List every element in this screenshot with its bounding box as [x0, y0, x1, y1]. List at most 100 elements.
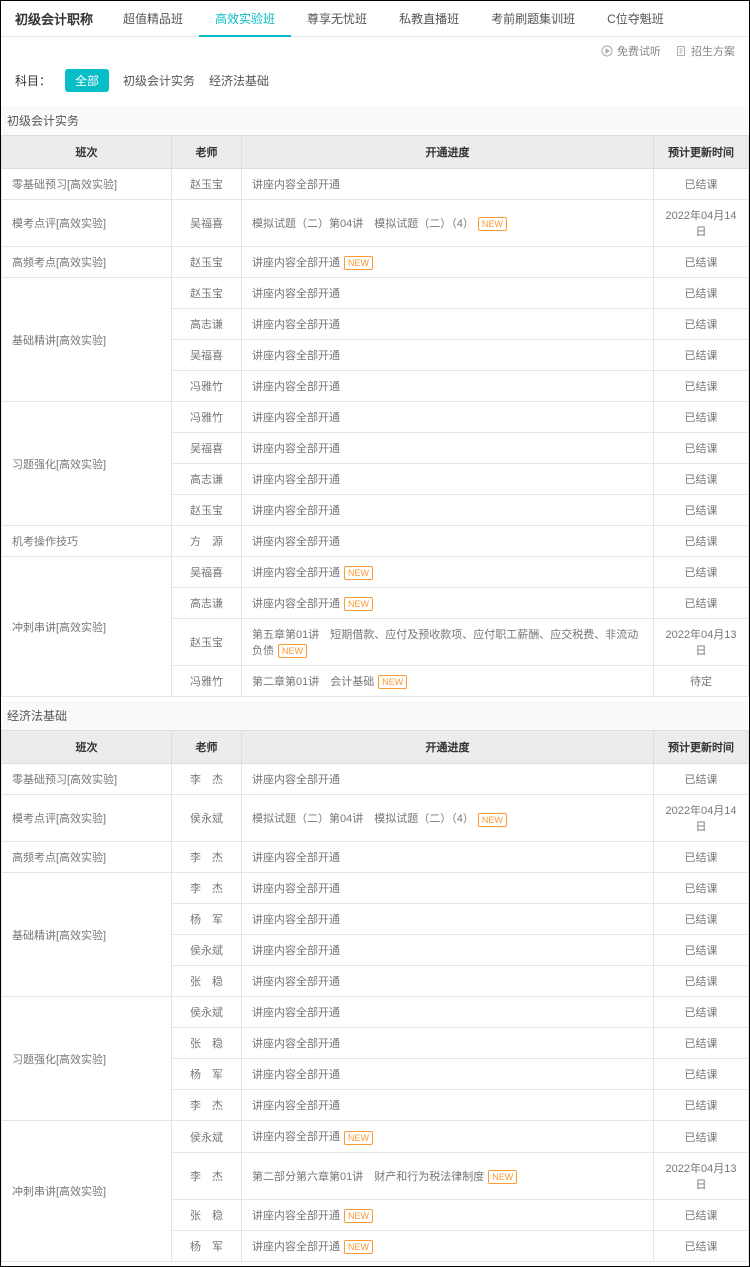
cell-time: 已结课 [654, 557, 749, 588]
cell-time: 已结课 [654, 169, 749, 200]
toolbar: 免费试听 招生方案 [1, 37, 749, 59]
cell-progress: 讲座内容全部开通 [242, 1028, 654, 1059]
cell-teacher: 李 杰 [172, 1152, 242, 1199]
cell-time: 已结课 [654, 842, 749, 873]
new-badge: NEW [378, 675, 407, 689]
cell-teacher: 吴福喜 [172, 433, 242, 464]
cell-class: 习题强化[高效实验] [2, 997, 172, 1121]
cell-progress: 讲座内容全部开通 [242, 278, 654, 309]
cell-progress: 讲座内容全部开通NEW [242, 1199, 654, 1230]
new-badge: NEW [344, 1240, 373, 1254]
cell-teacher: 张 稳 [172, 1199, 242, 1230]
cell-progress: 讲座内容全部开通 [242, 464, 654, 495]
col-header-time: 预计更新时间 [654, 136, 749, 169]
tab-1[interactable]: 高效实验班 [199, 1, 291, 37]
cell-teacher: 张 稳 [172, 1028, 242, 1059]
cell-progress: 讲座内容全部开通 [242, 309, 654, 340]
free-trial-link[interactable]: 免费试听 [601, 43, 661, 59]
cell-teacher: 赵玉宝 [172, 247, 242, 278]
free-trial-label: 免费试听 [617, 43, 661, 59]
cell-teacher: 杨 军 [172, 1230, 242, 1261]
cell-teacher: 吴福喜 [172, 557, 242, 588]
cell-teacher: 冯雅竹 [172, 371, 242, 402]
cell-time: 已结课 [654, 247, 749, 278]
cell-class: 冲刺串讲[高效实验] [2, 1121, 172, 1261]
col-header-progress: 开通进度 [242, 731, 654, 764]
top-tabs: 初级会计职称 超值精品班高效实验班尊享无忧班私教直播班考前刷题集训班C位夺魁班 [1, 1, 749, 37]
cell-time: 已结课 [654, 402, 749, 433]
table-row: 习题强化[高效实验]冯雅竹讲座内容全部开通已结课 [2, 402, 749, 433]
cell-progress: 讲座内容全部开通NEW [242, 588, 654, 619]
cell-teacher: 李 杰 [172, 764, 242, 795]
cell-progress: 讲座内容全部开通 [242, 842, 654, 873]
page-title: 初级会计职称 [1, 9, 107, 28]
tab-4[interactable]: 考前刷题集训班 [475, 1, 591, 37]
cell-progress: 讲座内容全部开通 [242, 1059, 654, 1090]
cell-teacher: 赵玉宝 [172, 495, 242, 526]
cell-time: 已结课 [654, 873, 749, 904]
cell-progress: 第二部分第六章第01讲 财产和行为税法律制度NEW [242, 1152, 654, 1199]
cell-class: 机考操作技巧 [2, 526, 172, 557]
col-header-class: 班次 [2, 136, 172, 169]
section-0: 初级会计实务班次老师开通进度预计更新时间零基础预习[高效实验]赵玉宝讲座内容全部… [1, 106, 749, 697]
tab-2[interactable]: 尊享无忧班 [291, 1, 383, 37]
new-badge: NEW [344, 597, 373, 611]
cell-progress: 讲座内容全部开通 [242, 433, 654, 464]
table-row: 冲刺串讲[高效实验]吴福喜讲座内容全部开通NEW已结课 [2, 557, 749, 588]
table-row: 模考点评[高效实验]吴福喜模拟试题（二）第04讲 模拟试题（二）（4）NEW20… [2, 200, 749, 247]
cell-progress: 讲座内容全部开通 [242, 966, 654, 997]
tab-3[interactable]: 私教直播班 [383, 1, 475, 37]
cell-time: 已结课 [654, 1059, 749, 1090]
cell-progress: 讲座内容全部开通NEW [242, 1230, 654, 1261]
cell-time: 已结课 [654, 278, 749, 309]
table-row: 基础精讲[高效实验]李 杰讲座内容全部开通已结课 [2, 873, 749, 904]
cell-teacher: 高志谦 [172, 309, 242, 340]
filter-item-0[interactable]: 初级会计实务 [123, 72, 195, 89]
cell-time: 已结课 [654, 1028, 749, 1059]
col-header-class: 班次 [2, 731, 172, 764]
cell-class: 零基础预习[高效实验] [2, 764, 172, 795]
cell-progress: 讲座内容全部开通 [242, 935, 654, 966]
cell-teacher: 侯永斌 [172, 997, 242, 1028]
cell-teacher: 冯雅竹 [172, 402, 242, 433]
cell-teacher: 冯雅竹 [172, 666, 242, 697]
filter-item-1[interactable]: 经济法基础 [209, 72, 269, 89]
cell-progress: 讲座内容全部开通 [242, 764, 654, 795]
cell-time: 已结课 [654, 1199, 749, 1230]
cell-teacher: 赵玉宝 [172, 169, 242, 200]
cell-teacher: 吴福喜 [172, 340, 242, 371]
cell-class: 模考点评[高效实验] [2, 795, 172, 842]
cell-progress: 讲座内容全部开通 [242, 997, 654, 1028]
cell-time: 已结课 [654, 433, 749, 464]
cell-time: 已结课 [654, 526, 749, 557]
cell-class: 习题强化[高效实验] [2, 402, 172, 526]
enroll-plan-link[interactable]: 招生方案 [675, 43, 735, 59]
cell-teacher: 李 杰 [172, 1090, 242, 1121]
cell-progress: 讲座内容全部开通 [242, 169, 654, 200]
table-row: 高频考点[高效实验]赵玉宝讲座内容全部开通NEW已结课 [2, 247, 749, 278]
new-badge: NEW [478, 813, 507, 827]
cell-progress: 模拟试题（二）第04讲 模拟试题（二）（4）NEW [242, 795, 654, 842]
new-badge: NEW [344, 1209, 373, 1223]
cell-progress: 第五章第01讲 短期借款、应付及预收款项、应付职工薪酬、应交税费、非流动负债NE… [242, 619, 654, 666]
cell-time: 已结课 [654, 997, 749, 1028]
tab-0[interactable]: 超值精品班 [107, 1, 199, 37]
section-title: 经济法基础 [1, 701, 749, 730]
cell-time: 已结课 [654, 1090, 749, 1121]
cell-progress: 讲座内容全部开通 [242, 495, 654, 526]
cell-progress: 第二章第01讲 会计基础NEW [242, 666, 654, 697]
cell-time: 已结课 [654, 935, 749, 966]
cell-class: 高频考点[高效实验] [2, 247, 172, 278]
cell-time: 已结课 [654, 464, 749, 495]
filter-all[interactable]: 全部 [65, 69, 109, 92]
cell-time: 已结课 [654, 966, 749, 997]
tab-5[interactable]: C位夺魁班 [591, 1, 680, 37]
table-row: 零基础预习[高效实验]赵玉宝讲座内容全部开通已结课 [2, 169, 749, 200]
cell-progress: 讲座内容全部开通 [242, 402, 654, 433]
section-1: 经济法基础班次老师开通进度预计更新时间零基础预习[高效实验]李 杰讲座内容全部开… [1, 701, 749, 1261]
cell-time: 已结课 [654, 1121, 749, 1152]
subject-filter: 科目： 全部 初级会计实务 经济法基础 [1, 59, 749, 106]
col-header-teacher: 老师 [172, 731, 242, 764]
table-row: 零基础预习[高效实验]李 杰讲座内容全部开通已结课 [2, 764, 749, 795]
cell-time: 已结课 [654, 371, 749, 402]
